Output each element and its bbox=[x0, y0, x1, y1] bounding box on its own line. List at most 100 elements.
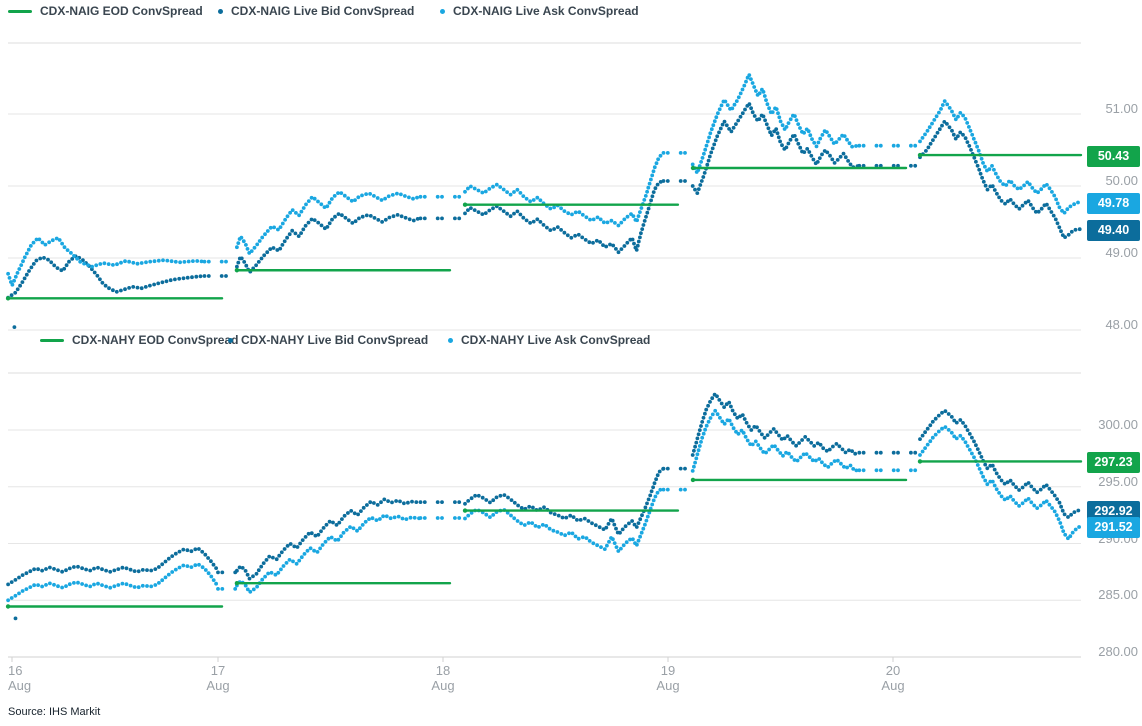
ask-dot bbox=[1039, 187, 1044, 192]
ask-dot bbox=[631, 537, 635, 542]
bid-dot bbox=[809, 440, 814, 445]
ask-dot bbox=[891, 143, 896, 148]
ask-dot bbox=[1068, 204, 1073, 209]
ask-dot bbox=[1050, 190, 1054, 194]
ask-dot bbox=[197, 562, 201, 567]
legend-item-eod[interactable]: CDX-NAIG EOD ConvSpread bbox=[8, 4, 203, 18]
ask-dot bbox=[90, 264, 94, 269]
bid-dot bbox=[757, 117, 762, 121]
bid-dot bbox=[38, 256, 43, 261]
legend-item-bid[interactable]: CDX-NAIG Live Bid ConvSpread bbox=[218, 4, 414, 18]
ask-dot bbox=[810, 137, 814, 142]
bid-dot bbox=[244, 263, 249, 268]
bid-dot bbox=[360, 214, 365, 219]
bid-dot bbox=[466, 208, 470, 213]
bid-dot bbox=[414, 500, 419, 504]
bid-dot bbox=[346, 218, 351, 223]
bid-dot bbox=[70, 257, 75, 261]
ask-dot bbox=[368, 192, 372, 196]
bid-dot bbox=[847, 448, 851, 453]
bid-dot bbox=[98, 277, 102, 282]
ask-dot bbox=[92, 582, 96, 587]
bid-dot bbox=[280, 243, 285, 247]
bid-dot bbox=[645, 501, 649, 506]
ask-dot bbox=[60, 241, 64, 246]
ask-dot bbox=[920, 136, 925, 140]
legend-item-eod[interactable]: CDX-NAHY EOD ConvSpread bbox=[40, 333, 238, 347]
legend-item-ask[interactable]: CDX-NAIG Live Ask ConvSpread bbox=[440, 4, 639, 18]
ask-dot bbox=[24, 587, 29, 591]
x-axis-day: 20 bbox=[885, 663, 901, 678]
ask-dot bbox=[363, 519, 368, 524]
ask-dot bbox=[647, 181, 652, 186]
legend-item-ask[interactable]: CDX-NAHY Live Ask ConvSpread bbox=[448, 333, 650, 347]
ask-dot bbox=[1073, 527, 1078, 532]
ask-dot bbox=[658, 153, 663, 158]
bid-dot bbox=[821, 446, 826, 451]
ask-dot bbox=[789, 455, 794, 459]
ask-dot bbox=[1029, 500, 1034, 505]
bid-dot bbox=[642, 219, 647, 223]
ask-dot bbox=[767, 447, 771, 452]
bid-dot bbox=[298, 541, 302, 546]
bid-dot bbox=[1031, 206, 1035, 211]
bid-dot bbox=[764, 122, 769, 127]
bid-dot bbox=[661, 179, 666, 183]
bid-dot bbox=[491, 206, 495, 211]
bid-dot bbox=[702, 171, 707, 175]
bid-dot bbox=[484, 498, 489, 502]
ask-dot bbox=[278, 225, 283, 230]
bid-dot bbox=[635, 243, 640, 248]
ask-dot bbox=[355, 528, 359, 533]
bid-dot bbox=[382, 497, 387, 502]
ask-dot bbox=[209, 574, 214, 579]
ask-dot bbox=[200, 565, 205, 570]
ask-dot bbox=[927, 125, 932, 130]
ask-dot bbox=[842, 464, 846, 469]
bid-dot bbox=[935, 130, 940, 135]
ask-dot bbox=[224, 259, 228, 264]
ask-dot bbox=[341, 530, 346, 535]
bid-dot bbox=[765, 433, 770, 437]
ask-dot bbox=[635, 542, 639, 547]
ask-dot bbox=[301, 206, 306, 210]
bid-dot bbox=[802, 150, 807, 155]
ask-dot bbox=[764, 450, 768, 455]
bid-dot bbox=[271, 246, 276, 250]
bid-dot bbox=[775, 131, 780, 136]
bid-dot bbox=[878, 163, 883, 168]
bid-dot bbox=[972, 155, 977, 160]
bid-dot bbox=[766, 126, 771, 131]
ask-dot bbox=[639, 530, 644, 535]
ask-dot bbox=[976, 148, 981, 153]
ask-dot bbox=[351, 526, 356, 531]
bid-dot bbox=[710, 146, 715, 151]
ask-dot bbox=[440, 194, 444, 199]
bid-dot bbox=[415, 217, 420, 221]
ask-dot bbox=[177, 565, 182, 570]
bid-dot bbox=[422, 500, 427, 504]
bid-dot bbox=[1020, 485, 1025, 490]
bid-dot bbox=[690, 184, 695, 188]
bid-dot bbox=[695, 436, 700, 441]
y-axis-label: 280.00 bbox=[1098, 644, 1138, 659]
bid-dot bbox=[254, 263, 258, 268]
bid-dot bbox=[508, 214, 513, 219]
legend-item-bid[interactable]: CDX-NAHY Live Bid ConvSpread bbox=[228, 333, 428, 347]
ask-dot bbox=[512, 516, 517, 521]
bid-dot bbox=[1047, 206, 1052, 211]
bid-dot bbox=[712, 142, 717, 147]
bid-dot bbox=[598, 240, 602, 244]
bid-dot bbox=[627, 521, 631, 526]
ask-dot bbox=[435, 516, 440, 520]
ask-dot bbox=[415, 195, 419, 200]
ask-dot bbox=[971, 136, 976, 141]
bid-dot bbox=[729, 129, 734, 134]
last-value-badge-ask: 49.78 bbox=[1087, 192, 1140, 214]
ask-dot bbox=[793, 114, 797, 118]
ask-dot bbox=[302, 552, 307, 556]
series-dot-marker-icon bbox=[218, 8, 223, 14]
ask-dot bbox=[913, 468, 918, 473]
bid-dot bbox=[597, 525, 602, 530]
bid-dot bbox=[124, 566, 129, 571]
